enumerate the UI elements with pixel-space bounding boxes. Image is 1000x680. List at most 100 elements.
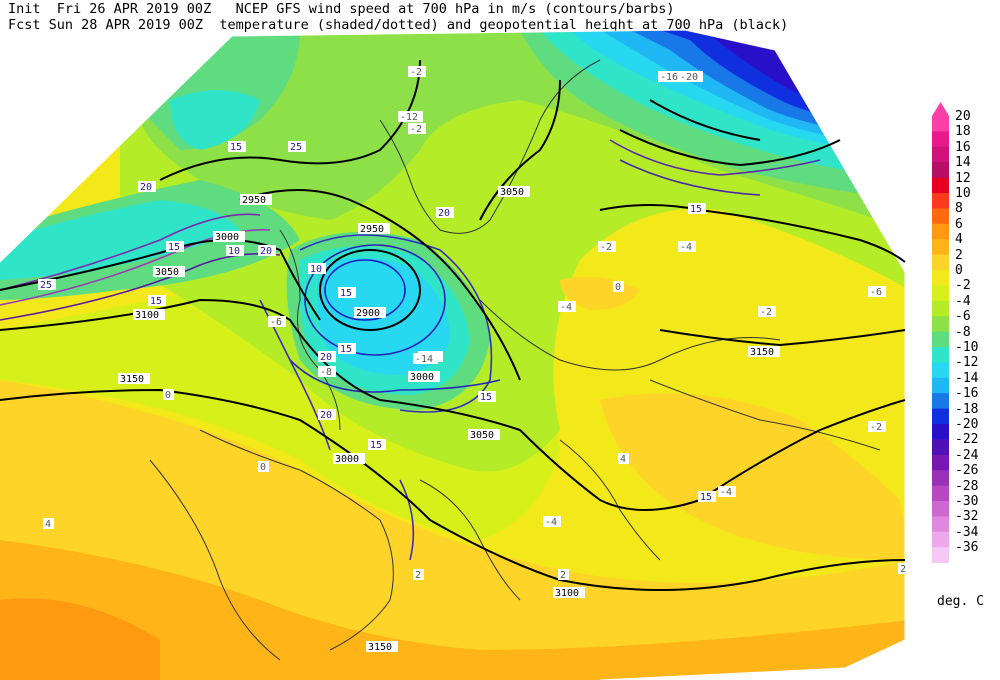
colorbar-swatch (932, 439, 949, 456)
colorbar-tick-label: 8 (955, 201, 963, 217)
temperature-label-bg (318, 366, 336, 377)
wind-label-bg (38, 279, 56, 290)
temperature-label-bg (618, 453, 629, 464)
colorbar-swatch (932, 177, 949, 194)
colorbar-tick-label: -26 (955, 463, 979, 479)
colorbar-tick-label: -36 (955, 540, 979, 556)
height-label: 2900 (356, 308, 380, 319)
map-labels: 2950 3000 3050 3100 3150 2900 2950 3000 3050 3100… (38, 66, 909, 653)
colorbar-tick-label: 0 (955, 263, 963, 278)
wind-label-bg (698, 491, 716, 502)
height-label-bg (354, 307, 386, 318)
temperature-label: -4 (545, 517, 557, 528)
colorbar-tick-label: -18 (955, 401, 979, 417)
temperature-label-bg (398, 111, 423, 122)
temperature-label-bg (613, 281, 624, 292)
colorbar-swatch (932, 146, 949, 163)
colorbar-swatch (932, 285, 949, 302)
temperature-label: -20 (680, 72, 698, 83)
wind-label-bg (308, 263, 326, 274)
colorbar-swatch (932, 223, 949, 240)
colorbar-tick-label: -14 (955, 370, 979, 386)
temperature-label-bg (868, 421, 886, 432)
wind-label-bg (226, 245, 244, 256)
height-label-bg (133, 309, 165, 320)
wind-label: 15 (700, 492, 712, 503)
temperature-label-bg (868, 286, 886, 297)
wind-label-bg (338, 287, 356, 298)
colorbar-tick-label: -16 (955, 386, 979, 402)
height-label: 2950 (242, 195, 266, 206)
colorbar-tick-label: -4 (955, 293, 971, 309)
colorbar-tick-label: 6 (955, 216, 963, 232)
temperature-label-bg (268, 316, 286, 327)
colorbar-tick-label: -12 (955, 355, 979, 371)
temperature-label: 0 (165, 390, 171, 401)
wind-label: 20 (260, 246, 272, 257)
temperature-label-bg (758, 306, 776, 317)
colorbar-swatch (932, 331, 949, 348)
temperature-label: -4 (560, 302, 572, 313)
height-label: 3050 (470, 430, 494, 441)
wind-label-bg (688, 203, 706, 214)
colorbar-tick-label: 4 (955, 232, 963, 248)
temperature-label: -2 (600, 242, 612, 253)
header-line-1: Init Fri 26 APR 2019 00Z NCEP GFS wind s… (8, 1, 675, 17)
height-label-bg (498, 186, 530, 197)
height-label: 3050 (155, 267, 179, 278)
colorbar-swatch (932, 208, 949, 225)
temperature-label-bg (258, 461, 269, 472)
height-label: 3100 (555, 588, 579, 599)
wind-label: 10 (310, 264, 322, 275)
height-label: 3150 (368, 642, 392, 653)
wind-label-bg (436, 207, 454, 218)
colorbar-tick-label: 18 (955, 124, 971, 140)
height-label-bg (118, 373, 150, 384)
temperature-label-bg (678, 241, 696, 252)
colorbar-top-arrow (932, 102, 949, 116)
height-label: 3050 (500, 187, 524, 198)
wind-label: 25 (40, 280, 52, 291)
temperature-label-bg (408, 123, 426, 134)
temperature-label: -8 (320, 367, 332, 378)
temperature-label-bg (558, 569, 569, 580)
height-label: 3100 (135, 310, 159, 321)
wind-label: 15 (370, 440, 382, 451)
colorbar-tick-label: 10 (955, 186, 971, 201)
colorbar-swatch (932, 300, 949, 317)
temperature-label: 2 (900, 564, 906, 575)
height-label-bg (408, 371, 440, 382)
colorbar-swatch (932, 516, 949, 533)
temperature-label-bg (558, 301, 576, 312)
colorbar-swatch (932, 424, 949, 440)
colorbar-swatch (932, 547, 949, 564)
height-label-bg (366, 641, 398, 652)
wind-label-bg (368, 439, 386, 450)
colorbar-swatch (932, 485, 949, 502)
temperature-label-bg (598, 241, 616, 252)
height-label: 3000 (215, 232, 239, 243)
wind-label: 20 (320, 410, 332, 421)
wind-label: 20 (140, 182, 152, 193)
wind-label-bg (318, 351, 336, 362)
colorbar (932, 102, 949, 564)
temperature-label: 0 (615, 282, 621, 293)
temperature-label: -16 (660, 72, 678, 83)
wind-label-bg (478, 391, 496, 402)
temperature-label-bg (408, 66, 426, 77)
colorbar-swatch (932, 116, 949, 132)
wind-label: 15 (340, 344, 352, 355)
colorbar-swatch (932, 501, 949, 517)
wind-label-bg (138, 181, 156, 192)
colorbar-tick-label: 2 (955, 247, 963, 263)
temperature-label-bg (678, 71, 703, 82)
colorbar-tick-label: -32 (955, 509, 979, 525)
wind-label: 15 (168, 242, 180, 253)
temperature-label-bg (163, 389, 174, 400)
height-label-bg (468, 429, 500, 440)
wind-label: 15 (230, 142, 242, 153)
temperature-label-bg (413, 569, 424, 580)
temperature-label: -14 (415, 354, 433, 365)
wind-label-bg (228, 141, 246, 152)
colorbar-swatch (932, 316, 949, 333)
